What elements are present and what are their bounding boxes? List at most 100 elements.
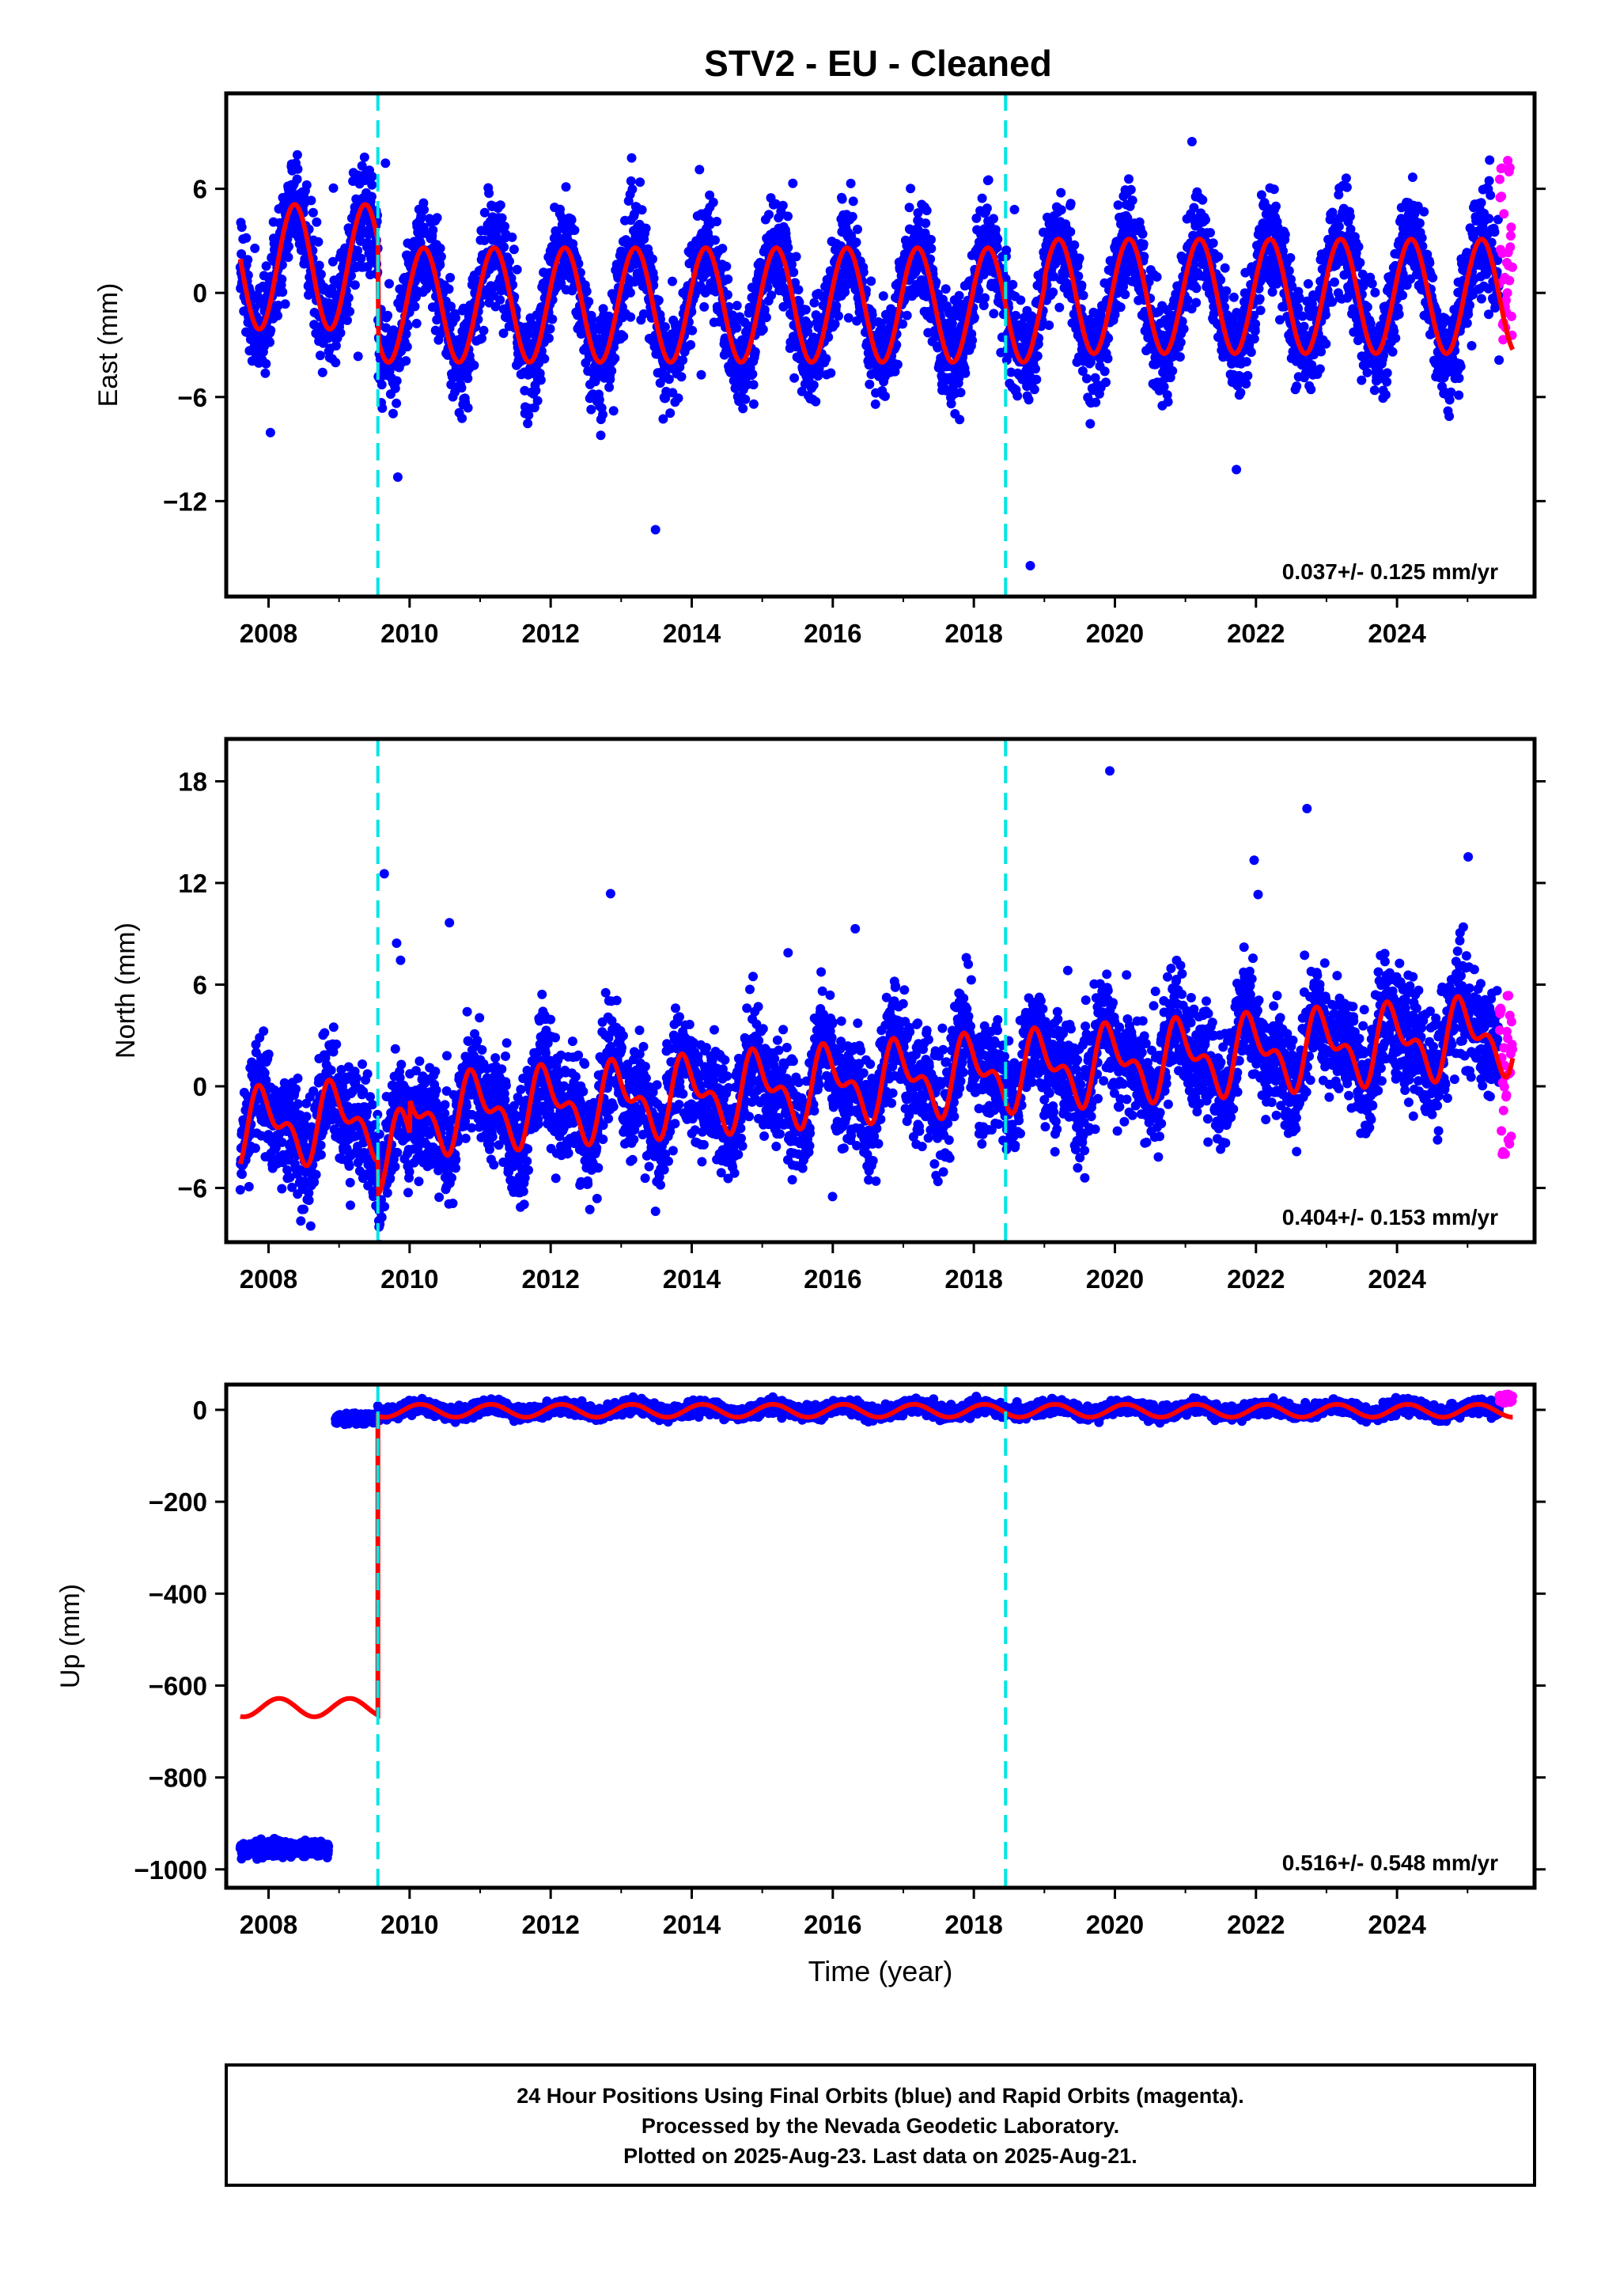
final-point — [1069, 240, 1080, 250]
final-point — [641, 223, 651, 233]
final-point — [1025, 561, 1035, 570]
final-point — [960, 368, 971, 378]
final-point — [626, 153, 637, 163]
final-point — [783, 242, 793, 252]
final-point — [1179, 324, 1189, 334]
final-point — [710, 235, 720, 245]
final-point — [1454, 373, 1464, 383]
final-point — [241, 233, 252, 243]
final-point — [977, 193, 987, 203]
final-point — [451, 313, 460, 323]
final-point — [507, 232, 517, 242]
final-point — [1394, 309, 1404, 320]
final-point — [1463, 309, 1474, 320]
final-point — [969, 313, 979, 323]
final-point — [626, 176, 636, 186]
final-point — [327, 256, 338, 267]
final-point — [1137, 229, 1148, 239]
final-point — [898, 319, 908, 329]
final-point — [477, 333, 486, 343]
final-point — [1407, 172, 1417, 182]
final-point — [1255, 294, 1265, 304]
final-point — [717, 244, 728, 254]
final-point — [1191, 297, 1202, 308]
final-point — [1201, 214, 1210, 225]
final-point — [479, 325, 489, 335]
final-point — [750, 347, 760, 357]
final-point — [625, 288, 635, 297]
chart-title: STV2 - EU - Cleaned — [704, 43, 1052, 84]
final-point — [543, 333, 554, 343]
final-point — [648, 254, 657, 264]
final-point — [1355, 258, 1365, 267]
final-point — [353, 351, 363, 362]
final-point — [1213, 252, 1224, 262]
final-point — [1048, 287, 1058, 297]
final-point — [584, 297, 594, 307]
final-point — [627, 184, 638, 195]
final-point — [479, 235, 490, 245]
final-point — [982, 203, 992, 214]
final-point — [545, 324, 555, 334]
final-point — [484, 188, 494, 199]
final-point — [306, 195, 316, 206]
final-point — [1081, 373, 1092, 384]
final-point — [436, 252, 446, 262]
final-point — [1425, 258, 1435, 268]
final-point — [1299, 321, 1309, 332]
final-point — [946, 399, 956, 409]
final-point — [1362, 367, 1372, 377]
final-point — [388, 408, 398, 419]
final-point — [1191, 283, 1202, 294]
final-point — [1380, 390, 1391, 400]
final-point — [723, 274, 733, 284]
final-point — [282, 234, 293, 244]
final-point — [293, 164, 303, 174]
final-point — [761, 313, 771, 323]
final-point — [354, 170, 363, 180]
final-point — [1074, 253, 1084, 263]
final-point — [1091, 397, 1101, 407]
final-point — [783, 211, 793, 222]
final-point — [980, 293, 990, 303]
final-point — [1078, 290, 1088, 301]
final-point — [660, 322, 670, 332]
final-point — [402, 342, 412, 352]
final-point — [1241, 357, 1251, 367]
final-point — [1367, 278, 1377, 289]
final-point — [265, 337, 274, 347]
final-point — [384, 278, 394, 289]
final-point — [315, 350, 325, 361]
final-point — [740, 394, 751, 404]
final-point — [463, 373, 473, 384]
final-point — [922, 206, 932, 216]
final-point — [1029, 385, 1039, 395]
final-point — [1454, 390, 1464, 400]
final-point — [1016, 295, 1026, 305]
final-point — [955, 415, 965, 425]
final-point — [1220, 263, 1230, 273]
final-point — [555, 204, 565, 214]
final-orbit-points — [235, 137, 1504, 570]
final-point — [410, 301, 420, 312]
final-point — [1246, 347, 1256, 358]
final-point — [676, 372, 687, 382]
final-point — [1056, 205, 1066, 215]
final-point — [687, 325, 698, 335]
final-point — [243, 255, 253, 265]
final-point — [415, 238, 426, 248]
plot-area — [235, 93, 1517, 597]
final-point — [317, 367, 327, 377]
final-point — [1103, 354, 1113, 364]
final-point — [1012, 391, 1023, 401]
final-point — [954, 290, 964, 301]
final-point — [738, 404, 748, 414]
final-point — [316, 269, 326, 279]
final-point — [446, 380, 456, 390]
final-point — [809, 297, 819, 308]
final-point — [1152, 272, 1162, 282]
final-point — [536, 375, 546, 385]
final-point — [411, 318, 422, 328]
final-point — [428, 225, 438, 235]
